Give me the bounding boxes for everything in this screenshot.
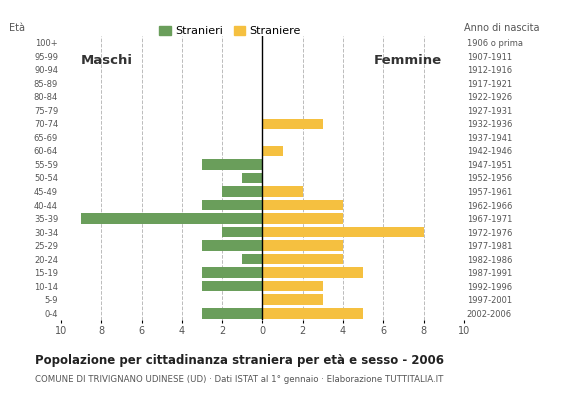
Bar [262,254,343,264]
Bar [202,200,262,210]
Text: Popolazione per cittadinanza straniera per età e sesso - 2006: Popolazione per cittadinanza straniera p… [35,354,444,367]
Bar [262,213,343,224]
Bar [262,294,323,305]
Bar [262,119,323,129]
Text: Anno di nascita: Anno di nascita [464,23,539,33]
Bar [262,240,343,251]
Bar [262,267,363,278]
Text: Età: Età [9,23,24,33]
Bar [222,186,262,197]
Bar [202,267,262,278]
Bar [262,227,423,237]
Bar [262,308,363,318]
Bar [81,213,262,224]
Bar [202,308,262,318]
Bar [242,254,262,264]
Bar [262,200,343,210]
Bar [202,281,262,292]
Bar [202,240,262,251]
Bar [262,146,282,156]
Text: Femmine: Femmine [374,54,441,66]
Bar [222,227,262,237]
Text: COMUNE DI TRIVIGNANO UDINESE (UD) · Dati ISTAT al 1° gennaio · Elaborazione TUTT: COMUNE DI TRIVIGNANO UDINESE (UD) · Dati… [35,375,443,384]
Bar [262,186,303,197]
Bar [262,281,323,292]
Bar [242,173,262,183]
Bar [202,159,262,170]
Text: Maschi: Maschi [81,54,133,66]
Legend: Stranieri, Straniere: Stranieri, Straniere [155,22,306,41]
